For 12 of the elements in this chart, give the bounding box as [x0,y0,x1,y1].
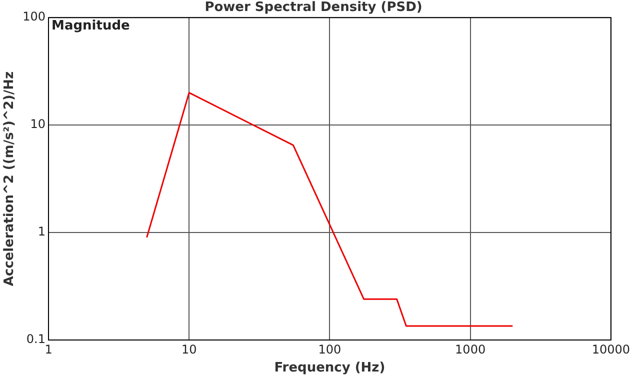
x-axis-title: Frequency (Hz) [274,360,386,376]
y-tick-label: 0.1 [26,332,46,346]
x-tick-label: 1000 [455,342,486,356]
annotation: Magnitude [52,18,130,34]
y-tick-label: 1 [38,224,46,239]
y-tick-label: 100 [22,10,46,24]
x-tick-label: 100 [318,342,342,356]
chart-title: Power Spectral Density (PSD) [204,0,422,16]
y-tick-label: 10 [30,117,46,132]
x-tick-label: 10000 [592,342,630,356]
y-axis-title: Acceleration^2 ((m/s²)^2)/Hz [2,71,18,286]
x-tick-label: 10 [181,342,197,356]
